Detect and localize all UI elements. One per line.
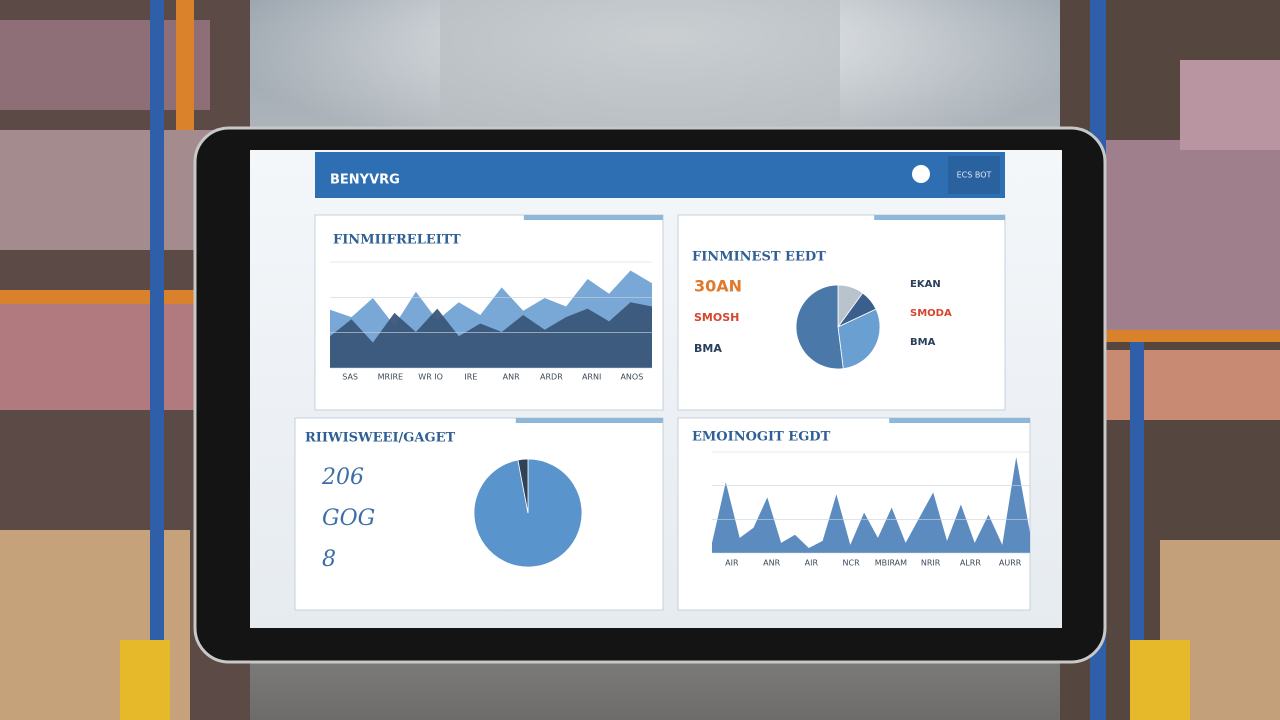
header-bar xyxy=(315,152,1005,198)
legend-right: BMA xyxy=(910,337,936,348)
legend-left: 30AN xyxy=(694,277,742,296)
panel-accent xyxy=(515,418,663,423)
header-title: BENYVRG xyxy=(330,173,400,188)
header-badge-box xyxy=(948,156,1000,194)
x-tick-label: ALRR xyxy=(960,559,981,568)
big-number: GOG xyxy=(322,506,375,531)
x-tick-label: AURR xyxy=(999,559,1022,568)
panel-title: FINMINEST EEDT xyxy=(692,250,826,265)
panels: FINMIIFRELEITT SAS MRIRE WR IO IRE ANR ARDR ARN… xyxy=(294,214,1031,611)
x-tick-label: ANR xyxy=(763,559,780,568)
pie-slice xyxy=(795,284,844,370)
panel xyxy=(677,417,1031,611)
x-tick-label: ANOS xyxy=(620,373,643,382)
legend-left: BMA xyxy=(694,342,722,355)
area xyxy=(330,302,652,368)
header-icon xyxy=(912,165,930,183)
x-tick-label: NRIR xyxy=(921,559,941,568)
x-tick-label: MRIRE xyxy=(378,373,403,382)
panel-title: EMOINOGIT EGDT xyxy=(692,430,831,445)
x-tick-label: ANR xyxy=(503,373,520,382)
panel-accent xyxy=(523,215,663,220)
panel-accent xyxy=(874,215,1005,220)
ceiling xyxy=(440,0,840,130)
x-tick-label: MBIRAM xyxy=(875,559,907,568)
legend-right: SMODA xyxy=(910,308,952,319)
legend-right: EKAN xyxy=(910,279,941,290)
x-tick-label: SAS xyxy=(342,373,358,382)
legend-left: SMOSH xyxy=(694,311,739,324)
area xyxy=(712,457,1030,553)
big-number: 206 xyxy=(321,465,364,490)
x-tick-label: AIR xyxy=(805,559,819,568)
panel-title: FINMIIFRELEITT xyxy=(333,233,461,248)
header-badge: ECS BOT xyxy=(957,171,992,180)
big-number: 8 xyxy=(322,547,336,572)
x-tick-label: ARDR xyxy=(540,373,563,382)
x-tick-label: IRE xyxy=(464,373,477,382)
panel-title: RIIWISWEEI/GAGET xyxy=(305,431,455,446)
x-tick-label: AIR xyxy=(725,559,739,568)
x-tick-label: NCR xyxy=(843,559,861,568)
panel-accent xyxy=(889,418,1030,423)
pie-slice xyxy=(837,308,881,370)
x-tick-label: WR IO xyxy=(418,373,443,382)
x-tick-label: ARNI xyxy=(582,373,601,382)
pie-slice xyxy=(517,458,529,514)
